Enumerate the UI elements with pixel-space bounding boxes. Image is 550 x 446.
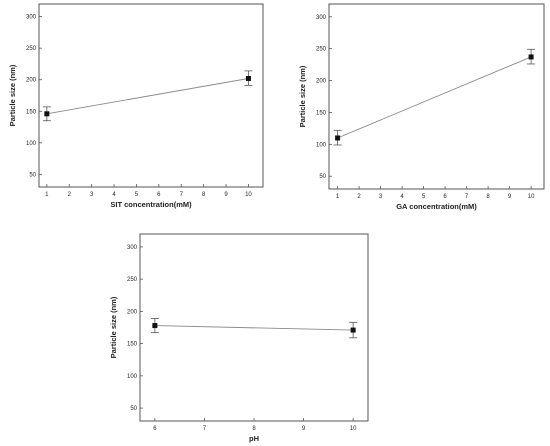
x-tick-label: 10 [350,426,357,432]
data-point [335,135,341,141]
chart-panel-sit-concentration: 50 100 150 200 250 300 1 2 3 4 5 6 7 8 9 10 SIT concentr… [8,3,264,209]
series-line [46,78,249,115]
y-tick-label: 250 [127,277,138,283]
y-tick-label: 200 [26,78,37,84]
chart-panel-ga-concentration: 50 100 150 200 250 300 1 2 3 4 5 6 7 8 9 10 GA concentra… [298,3,545,211]
x-tick-label: 2 [68,192,72,198]
x-tick-label: 9 [302,426,306,432]
x-tick-label: 6 [153,426,157,432]
y-tick-label: 50 [319,174,326,180]
y-tick-label: 200 [316,79,327,85]
x-tick-label: 1 [336,194,340,200]
data-point [152,323,158,329]
plot-frame [38,3,264,188]
x-tick-label: 4 [400,194,404,200]
x-axis-title: pH [249,434,259,443]
series-line [154,325,354,331]
x-axis-title: GA concentration(mM) [396,202,477,211]
data-point [44,111,50,117]
x-tick-label: 5 [422,194,426,200]
series-line [337,56,532,139]
x-tick-label: 6 [157,192,161,198]
x-tick-label: 8 [202,192,206,198]
x-tick-label: 3 [379,194,383,200]
y-tick-label: 150 [316,110,327,116]
x-axis-title: SIT concentration(mM) [110,200,192,209]
y-tick-label: 300 [316,15,327,21]
data-point [245,75,251,81]
y-axis-title: Particle size (nm) [8,64,17,126]
y-tick-label: 250 [26,46,37,52]
y-tick-label: 150 [127,342,138,348]
x-tick-label: 1 [45,192,49,198]
x-tick-label: 4 [112,192,116,198]
x-tick-label: 8 [252,426,256,432]
y-tick-label: 300 [26,15,37,21]
x-tick-label: 8 [486,194,490,200]
x-tick-label: 7 [180,192,184,198]
y-tick-label: 100 [26,141,37,147]
x-tick-label: 9 [508,194,512,200]
y-tick-label: 150 [26,109,37,115]
y-tick-label: 100 [316,142,327,148]
data-point [528,54,534,60]
x-tick-label: 2 [357,194,361,200]
y-axis-title: Particle size (nm) [298,65,307,127]
chart-panel-ph: 50 100 150 200 250 300 6 7 8 9 10 pH Particle size (… [109,233,369,443]
x-tick-label: 7 [203,426,207,432]
y-axis-title: Particle size (nm) [109,296,118,358]
data-point [350,327,356,333]
y-tick-label: 50 [29,172,36,178]
x-tick-label: 6 [443,194,447,200]
x-tick-label: 10 [528,194,535,200]
x-tick-label: 9 [224,192,228,198]
y-tick-label: 300 [127,245,138,251]
y-tick-label: 250 [316,47,327,53]
y-tick-label: 200 [127,309,138,315]
x-tick-label: 5 [135,192,139,198]
y-tick-label: 50 [130,406,137,412]
y-tick-label: 100 [127,374,138,380]
x-tick-label: 3 [90,192,94,198]
x-tick-label: 10 [245,192,252,198]
plot-frame [328,3,545,190]
x-tick-label: 7 [465,194,469,200]
